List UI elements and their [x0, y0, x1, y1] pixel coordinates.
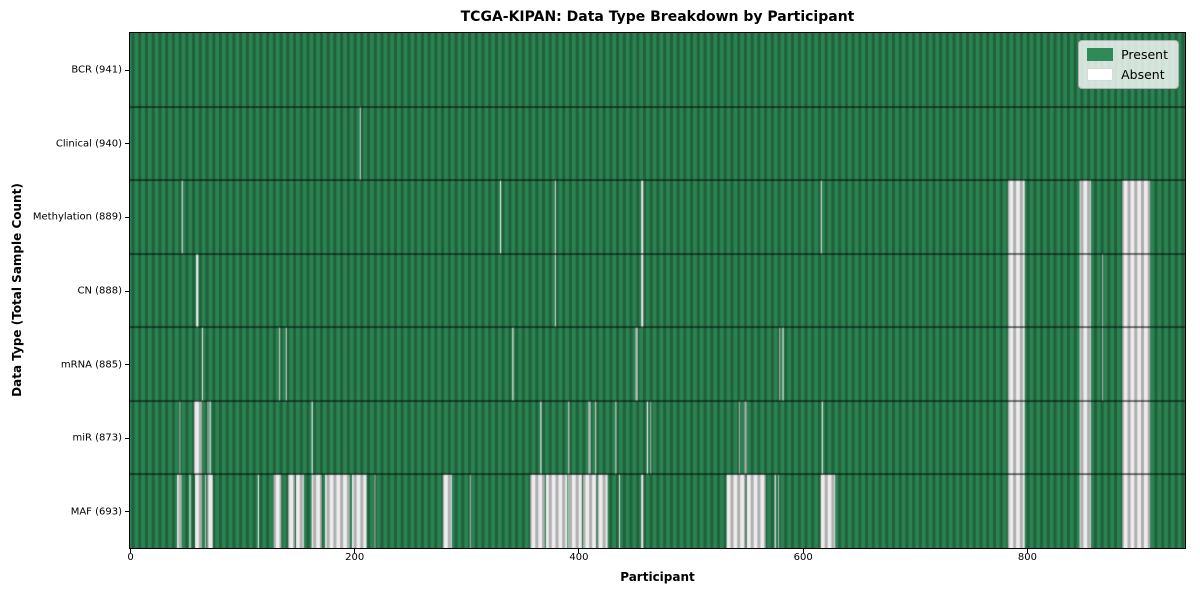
x-tick-label: 400: [569, 552, 589, 563]
heatmap-canvas: [130, 33, 1185, 548]
y-tick-mark: [125, 364, 129, 366]
x-axis-label: Participant: [620, 570, 695, 584]
y-tick-label-mrna: mRNA (885): [60, 359, 122, 371]
legend-item-absent: Absent: [1087, 67, 1168, 82]
legend-label-present: Present: [1121, 47, 1168, 62]
y-tick-label-mir: miR (873): [72, 432, 122, 444]
x-tick-mark: [1026, 549, 1028, 553]
y-tick-mark: [125, 69, 129, 71]
y-tick-label-bcr: BCR (941): [71, 64, 122, 76]
plot-area: Present Absent: [129, 32, 1186, 549]
present-swatch-icon: [1087, 48, 1114, 61]
absent-swatch-icon: [1087, 68, 1114, 81]
y-tick-label-clinical: Clinical (940): [55, 138, 122, 150]
x-tick-mark: [578, 549, 580, 553]
y-tick-mark: [125, 511, 129, 513]
chart-title: TCGA-KIPAN: Data Type Breakdown by Parti…: [460, 9, 855, 25]
x-tick-mark: [802, 549, 804, 553]
y-tick-mark: [125, 143, 129, 145]
legend-item-present: Present: [1087, 47, 1168, 62]
x-tick-mark: [130, 549, 131, 553]
y-tick-label-cn: CN (888): [77, 285, 122, 297]
legend: Present Absent: [1078, 40, 1179, 89]
y-tick-label-maf: MAF (693): [70, 506, 122, 518]
legend-label-absent: Absent: [1121, 67, 1165, 82]
x-tick-label: 200: [345, 552, 365, 563]
y-tick-mark: [125, 290, 129, 292]
x-tick-label: 600: [793, 552, 813, 563]
y-tick-mark: [125, 437, 129, 439]
y-tick-label-methylation: Methylation (889): [32, 211, 122, 223]
y-tick-mark: [125, 216, 129, 218]
x-tick-label: 800: [1017, 552, 1037, 563]
x-tick-label: 0: [127, 552, 134, 563]
x-tick-mark: [354, 549, 356, 553]
